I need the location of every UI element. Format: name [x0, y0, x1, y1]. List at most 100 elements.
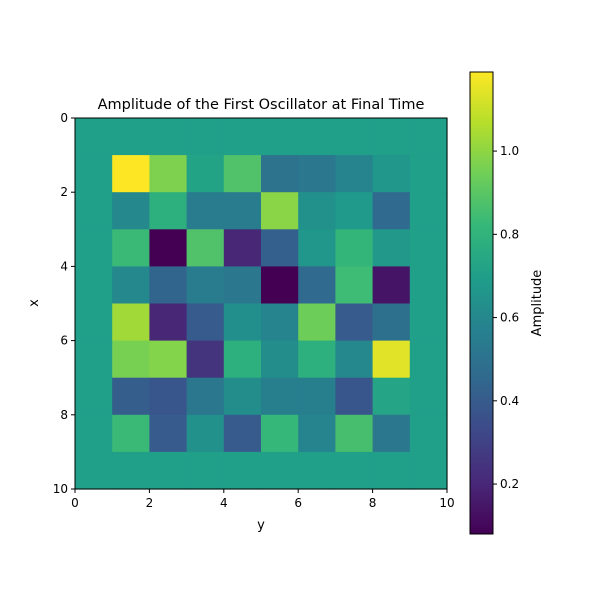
heatmap-cell: [186, 414, 225, 453]
heatmap-cell: [223, 340, 262, 379]
colorbar-tick-label: 0.2: [500, 477, 519, 491]
x-axis-label: y: [257, 518, 265, 533]
x-axis-ticks: 0 2 4 6 8 10: [71, 489, 455, 510]
heatmap-cell: [335, 377, 374, 416]
x-tick-label: 2: [146, 496, 154, 510]
colorbar-tick-label: 0.6: [500, 311, 519, 325]
heatmap-cell: [186, 266, 225, 305]
x-tick-label: 0: [71, 496, 79, 510]
heatmap-cell: [75, 155, 113, 193]
heatmap-cell: [223, 192, 262, 230]
heatmap-cell: [112, 155, 150, 193]
heatmap-cell: [298, 451, 336, 490]
heatmap-cell: [223, 229, 262, 267]
heatmap-cell: [261, 340, 299, 379]
heatmap-cell: [186, 377, 225, 416]
heatmap-cell: [75, 377, 113, 416]
heatmap-cell: [409, 303, 448, 342]
heatmap-cell: [261, 303, 299, 342]
heatmap-cell: [335, 155, 374, 193]
heatmap-cell: [75, 229, 113, 267]
heatmap-cell: [112, 340, 150, 379]
heatmap-cell: [372, 377, 411, 416]
heatmap-cell: [409, 377, 448, 416]
heatmap-cell: [298, 155, 336, 193]
heatmap-cell: [186, 451, 225, 490]
colorbar: [469, 71, 494, 535]
heatmap-cell: [335, 340, 374, 379]
heatmap-cell: [298, 303, 336, 342]
x-tick-label: 10: [439, 496, 454, 510]
x-tick-label: 6: [294, 496, 302, 510]
plot-frame: [74, 117, 448, 490]
chart-title: Amplitude of the First Oscillator at Fin…: [98, 97, 425, 113]
heatmap-cell: [223, 451, 262, 490]
heatmap-cell: [186, 340, 225, 379]
heatmap-cell: [335, 229, 374, 267]
heatmap-cell: [372, 192, 411, 230]
heatmap-cell: [261, 229, 299, 267]
heatmap-cells: [75, 118, 448, 490]
heatmap-cell: [186, 192, 225, 230]
heatmap-cell: [149, 192, 188, 230]
colorbar-tick-label: 1.0: [500, 144, 519, 158]
y-tick-label: 0: [60, 111, 68, 125]
y-tick-label: 10: [53, 482, 68, 496]
heatmap-cell: [298, 377, 336, 416]
y-tick-label: 8: [60, 408, 68, 422]
heatmap-cell: [223, 266, 262, 305]
heatmap-cell: [149, 266, 188, 305]
heatmap-cell: [409, 414, 448, 453]
heatmap-cell: [261, 118, 299, 156]
heatmap-cell: [75, 266, 113, 305]
heatmap-cell: [261, 377, 299, 416]
heatmap-cell: [261, 192, 299, 230]
heatmap-cell: [186, 303, 225, 342]
x-tick-label: 4: [220, 496, 228, 510]
y-axis-ticks: 0 2 4 6 8 10: [53, 111, 75, 496]
heatmap-cell: [409, 340, 448, 379]
heatmap-cell: [75, 303, 113, 342]
heatmap-cell: [186, 118, 225, 156]
colorbar-tick-label: 0.8: [500, 227, 519, 241]
heatmap-cell: [75, 340, 113, 379]
heatmap-cell: [149, 414, 188, 453]
heatmap-cell: [75, 118, 113, 156]
heatmap-cell: [298, 414, 336, 453]
heatmap-cell: [372, 451, 411, 490]
heatmap-cell: [261, 451, 299, 490]
heatmap-cell: [372, 414, 411, 453]
y-tick-label: 6: [60, 334, 68, 348]
heatmap-cell: [372, 229, 411, 267]
heatmap-cell: [149, 377, 188, 416]
heatmap-cell: [186, 229, 225, 267]
heatmap-cell: [112, 303, 150, 342]
heatmap-cell: [223, 414, 262, 453]
heatmap-cell: [149, 118, 188, 156]
heatmap-cell: [409, 192, 448, 230]
heatmap-cell: [112, 414, 150, 453]
heatmap-cell: [335, 118, 374, 156]
x-tick-label: 8: [369, 496, 377, 510]
heatmap-cell: [409, 266, 448, 305]
heatmap-cell: [186, 155, 225, 193]
heatmap-cell: [298, 266, 336, 305]
colorbar-tick-label: 0.4: [500, 394, 519, 408]
heatmap-cell: [75, 192, 113, 230]
heatmap-cell: [335, 451, 374, 490]
heatmap-cell: [149, 451, 188, 490]
heatmap-cell: [223, 155, 262, 193]
heatmap-cell: [223, 377, 262, 416]
heatmap-cell: [149, 303, 188, 342]
heatmap-cell: [335, 303, 374, 342]
heatmap-cell: [372, 266, 411, 305]
colorbar-ticks: 0.2 0.4 0.6 0.8 1.0: [493, 144, 519, 491]
heatmap-cell: [112, 229, 150, 267]
colorbar-label: Amplitude: [530, 270, 545, 337]
heatmap-cell: [149, 229, 188, 267]
y-axis-label: x: [27, 299, 42, 307]
heatmap-cell: [409, 155, 448, 193]
heatmap-cell: [75, 451, 113, 490]
heatmap-cell: [261, 266, 299, 305]
heatmap-cell: [298, 340, 336, 379]
